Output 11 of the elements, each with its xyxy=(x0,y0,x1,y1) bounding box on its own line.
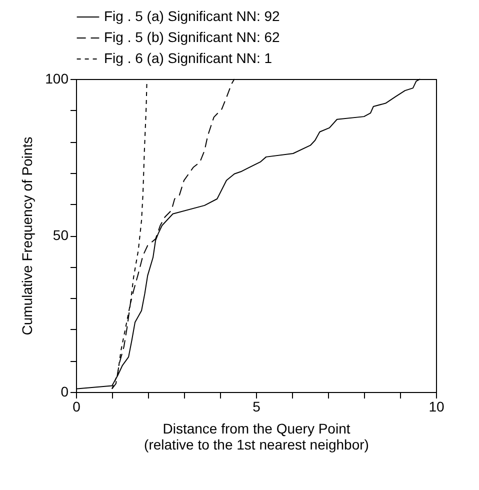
y-tick-label: 0 xyxy=(60,384,69,400)
x-tick-label: 10 xyxy=(428,398,444,414)
x-tick-label: 0 xyxy=(72,398,81,414)
y-tick-label: 50 xyxy=(52,227,69,243)
legend-label: Fig . 6 (a) Significant NN: 1 xyxy=(104,50,272,66)
y-tick-label: 100 xyxy=(45,70,69,86)
x-axis-title: Distance from the Query Point (relative to the 1st nearest neighbor) xyxy=(144,420,369,452)
legend-label: Fig . 5 (b) Significant NN: 62 xyxy=(104,29,280,45)
legend-label: Fig . 5 (a) Significant NN: 92 xyxy=(104,8,280,24)
x-tick-label: 5 xyxy=(252,398,261,414)
y-axis-title: Cumulative Frequency of Points xyxy=(19,136,36,336)
